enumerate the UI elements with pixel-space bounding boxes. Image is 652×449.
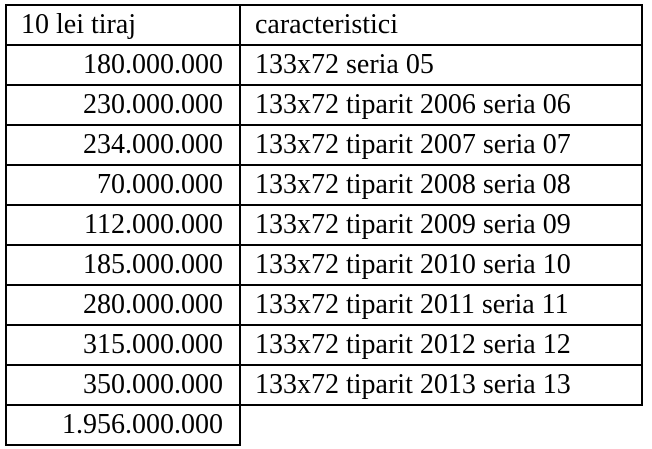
characteristics-cell: 133x72 tiparit 2011 seria 11 (239, 284, 643, 326)
characteristics-cell: 133x72 tiparit 2010 seria 10 (239, 244, 643, 286)
characteristics-cell: 133x72 tiparit 2008 seria 08 (239, 164, 643, 206)
tiraj-cell: 234.000.000 (5, 124, 241, 166)
tiraj-cell: 180.000.000 (5, 44, 241, 86)
characteristics-cell: 133x72 tiparit 2007 seria 07 (239, 124, 643, 166)
characteristics-cell: 133x72 tiparit 2012 seria 12 (239, 324, 643, 366)
header-cell: caracteristici (239, 4, 643, 46)
characteristics-cell: 133x72 tiparit 2009 seria 09 (239, 204, 643, 246)
characteristics-cell: 133x72 tiparit 2013 seria 13 (239, 364, 643, 406)
characteristics-cell: 133x72 seria 05 (239, 44, 643, 86)
tiraj-cell: 112.000.000 (5, 204, 241, 246)
tiraj-cell: 185.000.000 (5, 244, 241, 286)
tiraj-cell: 70.000.000 (5, 164, 241, 206)
tiraj-cell: 230.000.000 (5, 84, 241, 126)
tiraj-cell: 350.000.000 (5, 364, 241, 406)
header-cell: 10 lei tiraj (5, 4, 241, 46)
total-cell: 1.956.000.000 (5, 404, 241, 446)
tiraj-cell: 280.000.000 (5, 284, 241, 326)
tiraj-cell: 315.000.000 (5, 324, 241, 366)
characteristics-cell: 133x72 tiparit 2006 seria 06 (239, 84, 643, 126)
